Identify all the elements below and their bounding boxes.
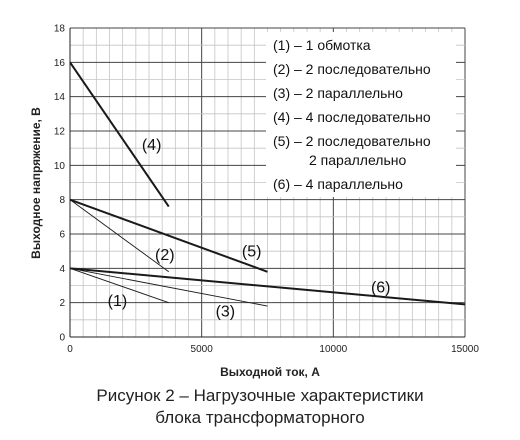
- y-tick-label: 14: [54, 92, 66, 103]
- series-line-3: [69, 267, 268, 307]
- legend-entry-1: (1) – 1 обмотка: [273, 37, 371, 53]
- series-lines: [69, 61, 466, 307]
- y-tick-label: 12: [54, 127, 66, 138]
- series-line-4: [69, 61, 170, 208]
- legend-entry-5-continued: 2 параллельно: [309, 152, 406, 168]
- legend: (1) – 1 обмотка (2) – 2 последовательно …: [273, 37, 431, 192]
- y-tick-label: 2: [59, 298, 65, 309]
- series-line-1: [69, 267, 169, 304]
- series-line-5: [69, 198, 268, 273]
- series-line-6: [69, 267, 466, 306]
- legend-background: [266, 32, 456, 197]
- y-tick-label: 6: [59, 230, 65, 241]
- y-tick-label: 0: [59, 333, 65, 344]
- y-tick-label: 16: [54, 58, 66, 69]
- series-label-5: (5): [242, 243, 262, 260]
- y-tick-label: 10: [54, 161, 66, 172]
- axes: [69, 28, 465, 338]
- legend-entry-3: (3) – 2 параллельно: [273, 85, 403, 101]
- series-label-3: (3): [216, 303, 236, 320]
- x-tick-label: 15000: [451, 344, 479, 355]
- x-tick-label: 5000: [191, 344, 214, 355]
- legend-entry-5: (5) – 2 последовательно: [273, 133, 431, 149]
- series-labels: (1) (2) (3) (4) (5) (6): [108, 137, 391, 321]
- legend-entry-4: (4) – 4 последовательно: [273, 109, 431, 125]
- figure-caption-line-1: Рисунок 2 – Нагрузочные характеристики: [96, 386, 424, 405]
- x-tick-label: 10000: [319, 344, 347, 355]
- y-tick-label: 8: [59, 195, 65, 206]
- figure-caption-line-2: блока трансформаторного: [155, 408, 365, 427]
- legend-entry-2: (2) – 2 последовательно: [273, 61, 431, 77]
- series-label-6: (6): [371, 279, 391, 296]
- series-line-2: [69, 199, 170, 273]
- x-tick-label: 0: [67, 344, 73, 355]
- y-axis-label: Выходное напряжение, В: [29, 107, 43, 259]
- series-label-4: (4): [142, 137, 162, 154]
- x-axis-label: Выходной ток, А: [220, 365, 320, 379]
- series-label-2: (2): [155, 247, 175, 264]
- y-tick-label: 18: [54, 24, 66, 35]
- tick-labels: 0 2 4 6 8 10 12 14 16 18 0 5000 10000 15000: [54, 24, 479, 356]
- legend-entry-6: (6) – 4 параллельно: [273, 176, 403, 192]
- series-label-1: (1): [108, 293, 128, 310]
- y-tick-label: 4: [59, 264, 65, 275]
